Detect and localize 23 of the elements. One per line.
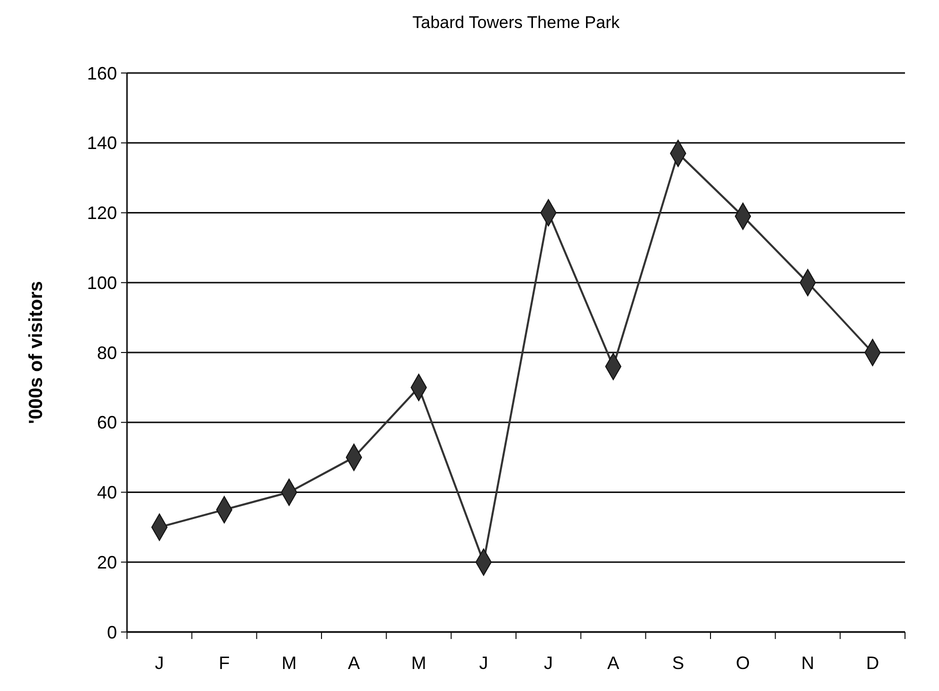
x-tick-label: O [736, 653, 750, 673]
x-tick-label: A [607, 653, 620, 673]
x-tick-label: J [544, 653, 553, 673]
y-tick-label: 40 [96, 482, 117, 503]
x-tick-label: S [672, 653, 684, 673]
y-tick-label: 0 [106, 622, 117, 642]
y-tick-label: 140 [86, 133, 117, 154]
x-tick-label: D [866, 653, 880, 673]
y-tick-label: 80 [96, 342, 117, 363]
y-tick-label: 20 [96, 552, 117, 572]
y-axis-title: '000s of visitors [26, 281, 47, 424]
x-tick-label: J [479, 653, 488, 673]
y-tick-label: 100 [86, 272, 117, 293]
chart-title: Tabard Towers Theme Park [412, 13, 620, 32]
x-tick-label: M [411, 653, 426, 673]
y-tick-label: 60 [96, 412, 117, 433]
x-tick-label: N [801, 653, 814, 673]
y-tick-label: 160 [86, 63, 117, 84]
x-tick-label: F [218, 653, 230, 673]
y-tick-label: 120 [86, 203, 117, 224]
x-tick-label: A [348, 653, 360, 673]
x-tick-label: J [154, 653, 164, 673]
x-tick-label: M [282, 653, 297, 673]
